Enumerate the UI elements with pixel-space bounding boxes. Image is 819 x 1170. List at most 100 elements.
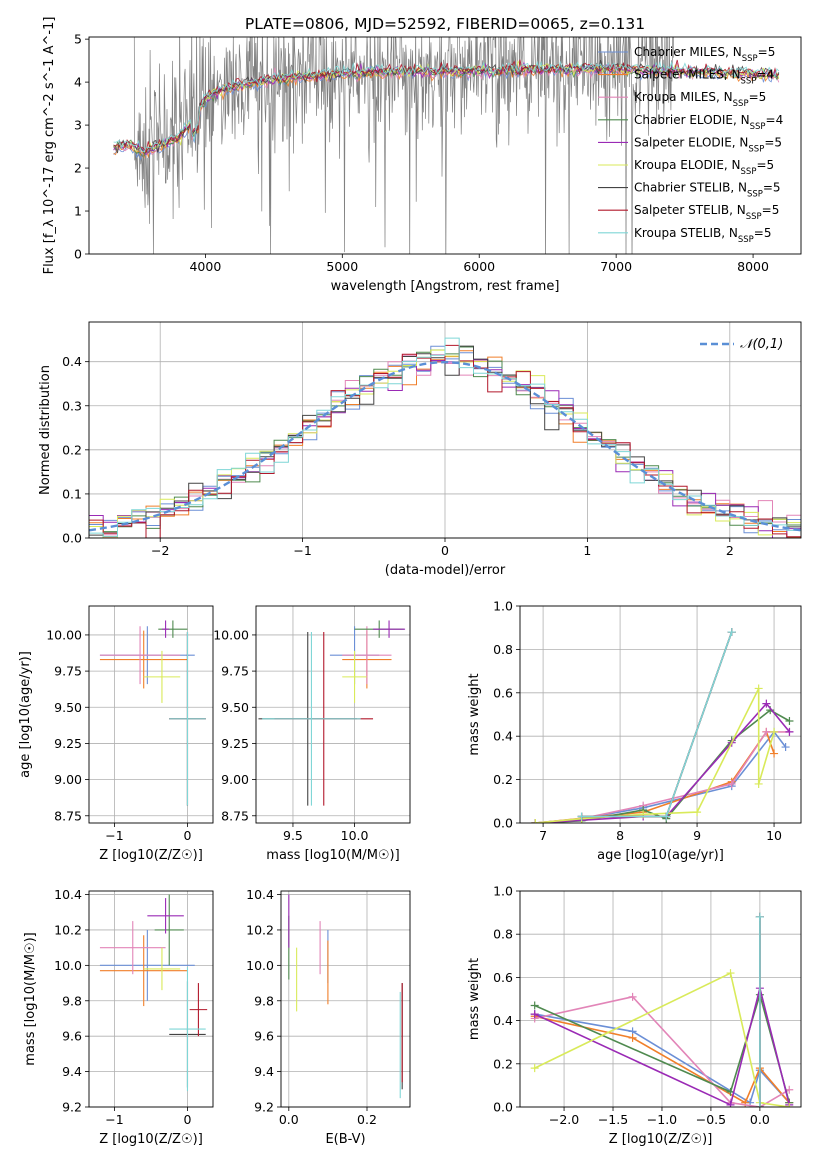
- x-tick-label: −2.0: [549, 1112, 579, 1127]
- y-tick-label: 10.4: [54, 887, 82, 902]
- plot-area: [531, 628, 794, 823]
- weight-marker: [662, 812, 671, 821]
- axes-frame: [280, 890, 411, 1108]
- x-axis-label: Z [log10(Z/Z☉)]: [99, 1132, 203, 1147]
- y-tick-label: 9.50: [221, 700, 249, 715]
- weight-marker: [530, 1010, 539, 1019]
- y-tick-label: 9.8: [254, 993, 274, 1008]
- plot-area: [99, 620, 206, 806]
- x-tick-label: −1.5: [598, 1112, 628, 1127]
- y-axis-label: Normed distribution: [38, 365, 53, 495]
- data-point: [342, 626, 392, 685]
- spectrum-model-line: [113, 62, 780, 158]
- plot-area: [258, 620, 406, 806]
- y-tick-label: 0.6: [493, 685, 513, 700]
- plot-area: [113, 37, 780, 254]
- y-tick-label: 0.8: [493, 642, 513, 657]
- data-point: [147, 898, 184, 934]
- residual-histogram-panel: −2 −1 0 1 2 0.0 0.1 0.2 0.3 0.4 (data-model)/error…: [38, 321, 802, 578]
- y-tick-label: 4: [74, 75, 82, 90]
- x-tick-label: 4000: [189, 259, 221, 274]
- x-tick-label: 6000: [463, 259, 495, 274]
- weight-series-line: [534, 971, 790, 1107]
- x-tick-label: −0.5: [696, 1112, 726, 1127]
- y-tick-label: 1.0: [493, 599, 513, 614]
- weight-marker: [755, 912, 764, 921]
- y-tick-label: 0.3: [62, 398, 82, 413]
- weight-marker: [762, 699, 771, 708]
- y-tick-label: 1: [74, 204, 82, 219]
- axes-frame: [88, 321, 802, 539]
- y-axis-label: age [log10(age/yr)]: [18, 651, 33, 778]
- y-tick-label: 0.0: [493, 1100, 513, 1115]
- y-axis-label: mass [log10(M/M☉)]: [23, 932, 38, 1065]
- weight-marker: [628, 992, 637, 1001]
- weight-marker: [577, 812, 586, 821]
- y-tick-label: 0.0: [62, 531, 82, 546]
- y-axis-label: Flux [f_λ 10^-17 erg cm^-2 s^-1 A^-1]: [42, 17, 57, 275]
- y-tick-label: 9.4: [62, 1064, 82, 1079]
- x-tick-label: 0: [183, 1112, 191, 1127]
- y-tick-label: 9.2: [62, 1100, 82, 1115]
- weight-series-line: [535, 702, 791, 823]
- y-tick-label: 9.4: [254, 1064, 274, 1079]
- spectrum-model-line: [113, 59, 779, 154]
- x-tick-label: 0: [441, 543, 449, 558]
- x-tick-label: −2: [151, 543, 169, 558]
- x-axis-label: E(B-V): [325, 1132, 365, 1147]
- x-axis-label: age [log10(age/yr)]: [597, 848, 724, 863]
- x-tick-label: 5000: [326, 259, 358, 274]
- weight-marker: [770, 749, 779, 758]
- data-point: [373, 620, 406, 638]
- weight-marker: [727, 779, 736, 788]
- data-point: [99, 935, 188, 1007]
- x-tick-label: 0.0: [750, 1112, 770, 1127]
- plot-area: [530, 912, 794, 1107]
- y-tick-label: 10.4: [246, 887, 274, 902]
- weight-marker: [726, 969, 735, 978]
- weight-series-line: [534, 988, 791, 1106]
- x-axis-label: wavelength [Angstrom, rest frame]: [331, 279, 560, 294]
- y-axis-label: mass weight: [467, 958, 482, 1040]
- axes-frame: [88, 605, 214, 824]
- y-tick-label: 0.6: [493, 970, 513, 985]
- x-tick-label: 0.2: [357, 1112, 377, 1127]
- x-tick-label: 7000: [600, 259, 632, 274]
- y-tick-label: 9.75: [54, 664, 82, 679]
- y-tick-label: 2: [74, 161, 82, 176]
- data-point: [99, 626, 181, 685]
- data-point: [262, 632, 361, 806]
- normal-curve: [89, 360, 801, 532]
- y-tick-label: 0.1: [62, 486, 82, 501]
- age-vs-metallicity-panel: −1 0 8.75 9.00 9.25 9.50 9.75 10.00 Z [log10(Z/Z…: [18, 605, 214, 863]
- y-tick-label: 0.2: [493, 1056, 513, 1071]
- x-tick-label: 7: [539, 828, 547, 843]
- y-tick-label: 9.6: [254, 1029, 274, 1044]
- x-tick-label: −1.0: [647, 1112, 677, 1127]
- y-axis-label: mass weight: [467, 673, 482, 755]
- data-point: [99, 929, 195, 1001]
- y-tick-label: 9.25: [221, 736, 249, 751]
- x-tick-label: 10: [766, 828, 782, 843]
- weight-marker: [781, 743, 790, 752]
- weight-marker: [785, 717, 794, 726]
- x-axis-label: Z [log10(Z/Z☉)]: [99, 848, 203, 863]
- x-tick-label: 8: [616, 828, 624, 843]
- weight-marker: [755, 1103, 764, 1107]
- y-tick-label: 9.75: [221, 664, 249, 679]
- weight-marker: [530, 1064, 539, 1073]
- data-point: [161, 620, 170, 638]
- weight-marker: [754, 684, 763, 693]
- residual-histogram: [89, 345, 801, 536]
- plot-area: [89, 337, 801, 538]
- y-tick-label: 5: [74, 32, 82, 47]
- y-tick-label: 0.0: [493, 816, 513, 831]
- y-tick-label: 9.8: [62, 993, 82, 1008]
- plot-area: [99, 894, 208, 1092]
- y-tick-label: 9.25: [54, 736, 82, 751]
- x-tick-label: 0.0: [279, 1112, 299, 1127]
- y-tick-label: 10.0: [54, 958, 82, 973]
- x-tick-label: −1: [105, 828, 123, 843]
- figure-title: PLATE=0806, MJD=52592, FIBERID=0065, z=0…: [245, 15, 645, 33]
